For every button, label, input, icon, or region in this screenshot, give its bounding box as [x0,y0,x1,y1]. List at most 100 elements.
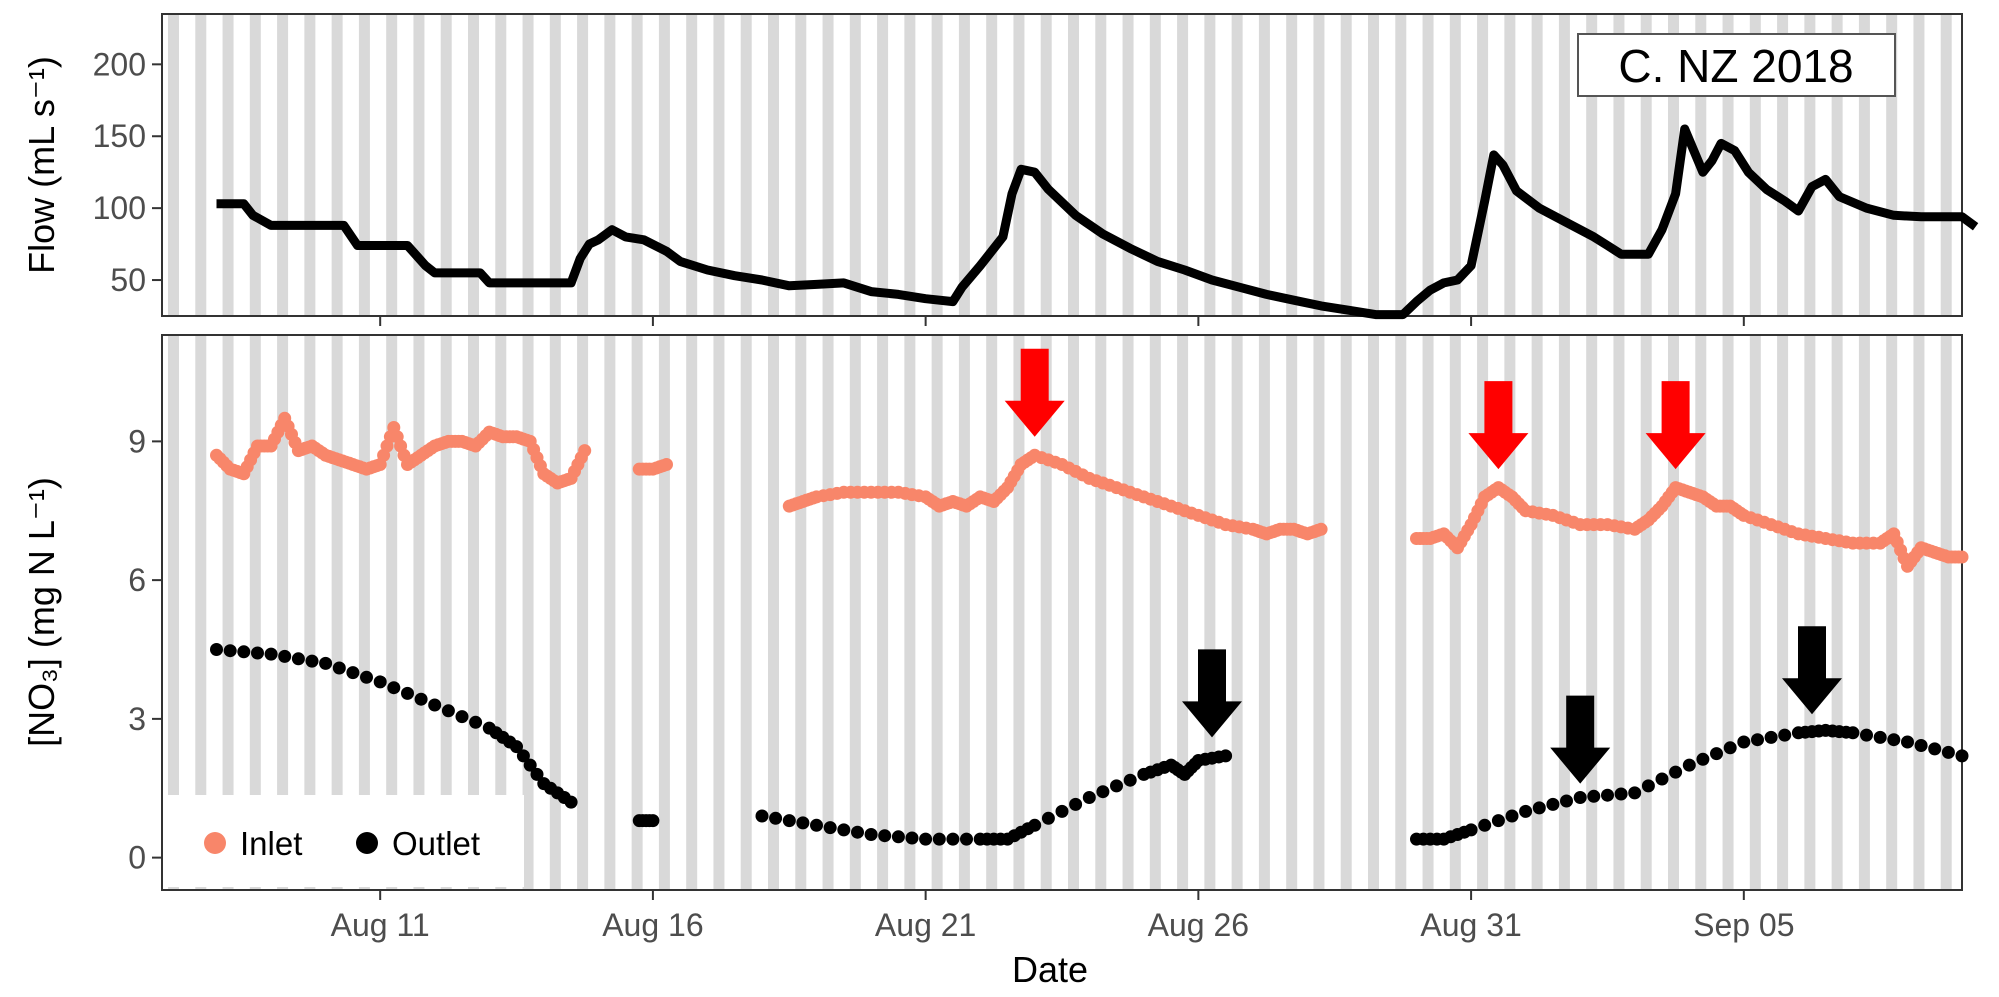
no3-night-band [304,335,316,890]
outlet-point [1478,818,1492,832]
no3-night-band [277,335,289,890]
inlet-point [578,444,592,458]
no3-night-band [1313,335,1325,890]
flow-night-band [1477,14,1489,316]
flow-series-line [216,124,1979,320]
flow-night-band [1831,14,1843,316]
outlet-point [1546,797,1560,811]
outlet-point [1737,735,1751,749]
no3-night-band [1695,335,1707,890]
outlet-point [319,656,333,670]
flow-panel-label-box [1577,33,1896,97]
flow-night-band [1340,14,1352,316]
flow-night-band [413,14,425,316]
flow-night-band [1504,14,1516,316]
flow-night-band [549,14,561,316]
no3-night-band [413,335,425,890]
x-tick-label: Aug 16 [602,907,703,943]
outlet-point [1655,772,1669,786]
outlet-point [796,816,810,830]
x-tick-label: Aug 26 [1148,907,1249,943]
flow-night-band [849,14,861,316]
x-axis-title: Date [1012,949,1088,990]
no3-night-bands [168,335,1952,890]
flow-night-band [1204,14,1216,316]
flow-night-band [386,14,398,316]
flow-y-ticks: 50 100 150 200 [93,46,162,298]
flow-y-tick-label: 100 [93,190,146,226]
no3-night-band [1886,335,1898,890]
flow-night-band [1040,14,1052,316]
outlet-point [1491,814,1505,828]
outlet-point [646,814,660,828]
outlet-point [291,652,305,666]
outlet-point [932,832,946,846]
flow-night-band [822,14,834,316]
outlet-point [878,829,892,843]
outlet-point [1614,787,1628,801]
flow-night-band [249,14,261,316]
legend-marker-inlet [204,832,226,854]
flow-night-band [1722,14,1734,316]
legend-marker-outlet [356,832,378,854]
flow-night-band [1586,14,1598,316]
outlet-point [905,831,919,845]
flow-night-band [1231,14,1243,316]
outlet-point [1873,730,1887,744]
no3-night-band [1722,335,1734,890]
no3-night-band [1858,335,1870,890]
legend-label-outlet: Outlet [392,825,480,862]
legend: Inlet Outlet [164,795,524,887]
outlet-point [564,795,578,809]
outlet-point [960,832,973,846]
no3-night-band [958,335,970,890]
no3-y-ticks: 0 3 6 9 [128,423,162,876]
no3-night-band [1368,335,1379,890]
no3-night-band [1449,335,1461,890]
no3-y-axis-title: [NO₃] (mg N L⁻¹) [21,477,62,747]
outlet-point [1123,773,1137,787]
flow-night-band [1640,14,1652,316]
no3-panel: 0 3 6 9 Inlet Outlet [NO₃] (mg N L⁻¹) [21,334,1969,891]
no3-night-band [768,335,779,890]
outlet-point [1901,735,1914,749]
no3-night-band [1258,335,1270,890]
no3-night-band [904,335,916,890]
flow-night-band [768,14,779,316]
outlet-point [1028,818,1042,832]
no3-night-band [1586,335,1598,890]
no3-night-band [1286,335,1298,890]
no3-night-band [440,335,452,890]
flow-night-band [1858,14,1870,316]
x-tick-label: Sep 05 [1693,907,1794,943]
flow-night-band [358,14,370,316]
flow-night-band [331,14,343,316]
no3-night-band [1068,335,1079,890]
x-tick-label: Aug 21 [875,907,976,943]
flow-night-band [877,14,889,316]
no3-night-band [1831,335,1843,890]
flow-night-band [440,14,452,316]
no3-night-band [1149,335,1161,890]
outlet-point [414,692,428,706]
outlet-point [1846,726,1860,740]
no3-night-band [249,335,261,890]
outlet-point [441,704,455,718]
outlet-point [1041,811,1055,825]
no3-night-band [1940,335,1952,890]
flow-night-band [1177,14,1189,316]
no3-night-band [495,335,507,890]
flow-night-band [1013,14,1025,316]
no3-night-band [1013,335,1025,890]
no3-series-inlet [210,411,1969,573]
outlet-point [1082,791,1096,804]
outlet-point [1887,733,1901,747]
no3-night-band [1531,335,1543,890]
flow-night-band [195,14,207,316]
outlet-point [891,830,905,844]
no3-night-band [358,335,370,890]
red-arrow-0 [1004,348,1065,437]
no3-y-tick-label: 3 [128,701,146,737]
outlet-point [1928,742,1942,756]
